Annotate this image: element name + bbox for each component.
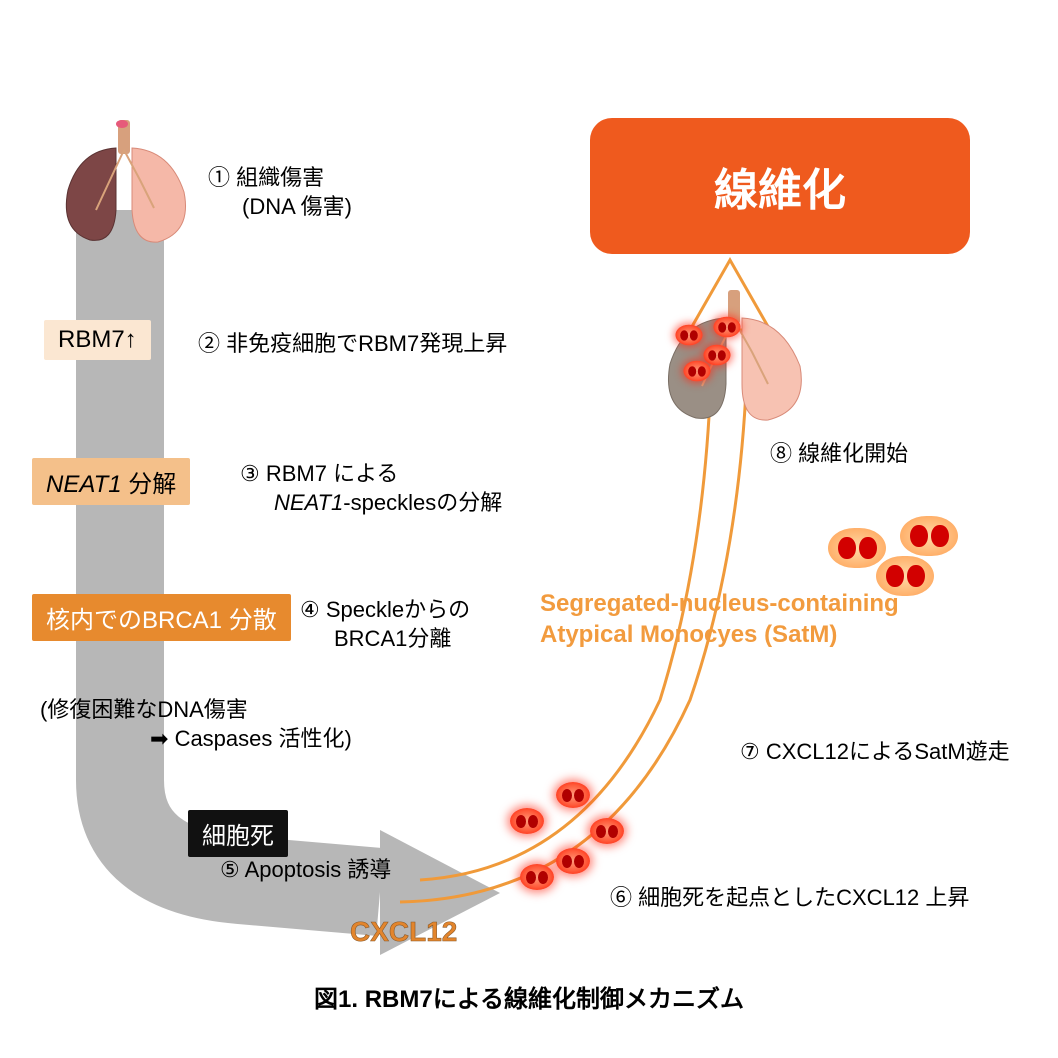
satm-big-cell — [900, 516, 958, 556]
lung-overlay-cell — [683, 361, 710, 382]
lung-overlay-cell — [675, 325, 702, 346]
satm-line2: Atypical Monocyes (SatM) — [540, 619, 899, 650]
step-num: ② — [198, 331, 226, 356]
satm-small-cell — [556, 782, 590, 808]
satm-big-cell — [876, 556, 934, 596]
lung-bottom-icon — [650, 290, 820, 435]
satm-small-cell — [520, 864, 554, 890]
badge-rbm7-text: RBM7↑ — [58, 326, 137, 353]
fibrosis-title-box: 線維化 — [590, 118, 970, 254]
dna-note-line2: Caspases 活性化) — [175, 726, 352, 751]
satm-small-cell — [510, 808, 544, 834]
step-num: ⑤ — [220, 857, 245, 882]
step-num: ⑦ — [740, 739, 766, 764]
badge-neat1-text: NEAT1 分解 — [46, 471, 176, 498]
step-num: ④ — [300, 597, 326, 622]
badge-brca1-text: 核内でのBRCA1 分散 — [46, 607, 277, 634]
caption-text: 図1. RBM7による線維化制御メカニズム — [314, 986, 744, 1013]
badge-rbm7: RBM7↑ — [44, 320, 151, 360]
dna-damage-note: (修復困難なDNA傷害 ➡ Caspases 活性化) — [40, 696, 352, 753]
cxcl12-text: CXCL12 — [350, 916, 457, 947]
fibrosis-label: 線維化 — [714, 154, 846, 218]
step-num: ③ — [240, 461, 266, 486]
satm-big-cell — [828, 528, 886, 568]
step-num: ① — [208, 165, 236, 190]
badge-death-text: 細胞死 — [202, 823, 274, 850]
diagram-canvas: 線維化 RBM7↑ NEAT1 分解 核内でのBRCA1 分散 細胞死 (修復困… — [0, 0, 1058, 1058]
lung-overlay-cell — [703, 345, 730, 366]
step-num: ⑥ — [610, 885, 638, 910]
figure-caption: 図1. RBM7による線維化制御メカニズム — [0, 979, 1058, 1014]
lung-overlay-cell — [713, 317, 740, 338]
badge-neat1: NEAT1 分解 — [32, 458, 190, 505]
lung-top-icon — [50, 120, 200, 255]
satm-line1: Segregated-nucleus-containing — [540, 588, 899, 619]
badge-cell-death: 細胞死 — [188, 810, 288, 857]
step-8: ⑧ 線維化開始 — [770, 440, 908, 469]
satm-small-cell — [590, 818, 624, 844]
step-5: ⑤ Apoptosis 誘導 — [220, 856, 391, 885]
badge-brca1: 核内でのBRCA1 分散 — [32, 594, 291, 641]
gray-arrow-body — [120, 210, 380, 892]
step-4: ④ SpeckleからのBRCA1分離 — [300, 596, 470, 653]
satm-label: Segregated-nucleus-containing Atypical M… — [540, 588, 899, 650]
satm-small-cell — [556, 848, 590, 874]
step-1: ① 組織傷害(DNA 傷害) — [208, 164, 352, 221]
dna-note-arrow: ➡ — [150, 726, 168, 751]
dna-note-line1: (修復困難なDNA傷害 — [40, 696, 352, 725]
step-3: ③ RBM7 によるNEAT1-specklesの分解 — [240, 460, 502, 517]
step-7: ⑦ CXCL12によるSatM遊走 — [740, 738, 1010, 767]
cxcl12-label: CXCL12 — [350, 914, 457, 950]
step-2: ② 非免疫細胞でRBM7発現上昇 — [198, 330, 507, 359]
step-6: ⑥ 細胞死を起点としたCXCL12 上昇 — [610, 884, 969, 913]
step-num: ⑧ — [770, 441, 798, 466]
